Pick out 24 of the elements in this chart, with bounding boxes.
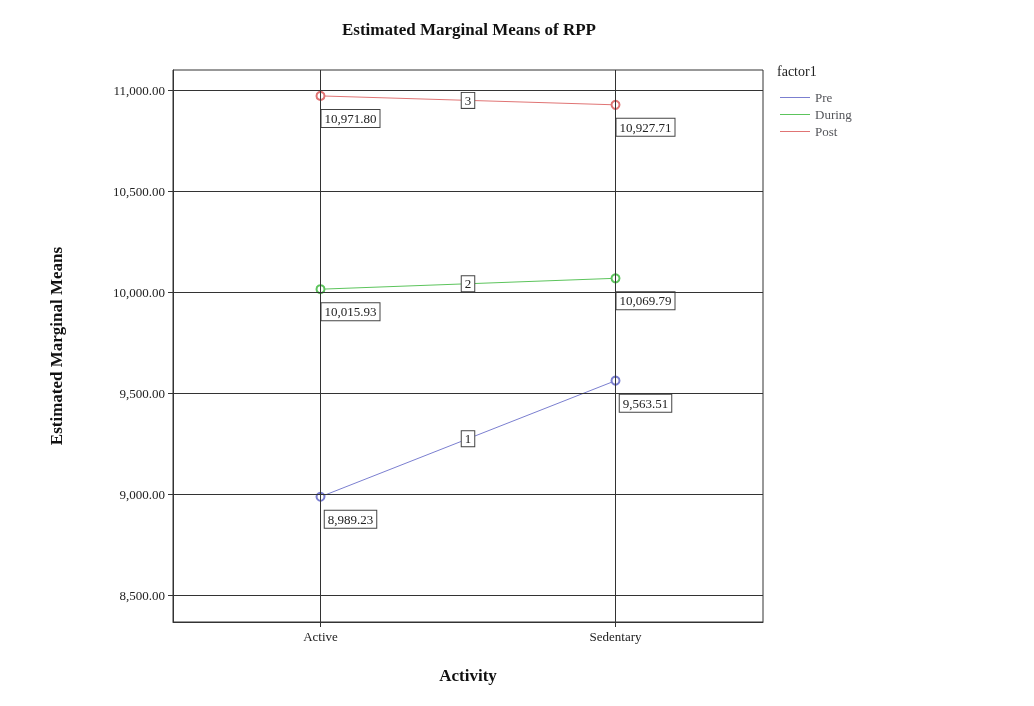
y-tick-label: 10,000.00 [113,284,165,300]
data-label: 9,563.51 [622,395,669,411]
annotation: 2 [464,276,472,292]
x-axis-title: Activity [439,666,498,685]
data-label: 10,015.93 [324,304,377,320]
legend-title: factor1 [777,63,817,79]
annotation: 1 [464,431,472,447]
legend-label: During [815,107,853,122]
data-label: 8,989.23 [327,511,374,527]
legend-label: Pre [815,90,833,105]
data-label: 10,971.80 [324,110,377,126]
x-tick-label: Sedentary [589,629,642,644]
y-tick-label: 8,500.00 [119,588,165,604]
data-label: 10,927.71 [619,119,672,135]
y-axis-title: Estimated Marginal Means [47,246,66,446]
data-label: 10,069.79 [619,293,672,309]
x-tick-label: Active [303,629,339,644]
annotation: 3 [464,92,472,108]
y-tick-label: 11,000.00 [113,82,165,98]
y-tick-label: 9,000.00 [119,487,165,503]
y-tick-label: 9,500.00 [119,386,165,402]
legend-label: Post [815,124,838,139]
y-tick-label: 10,500.00 [113,183,165,199]
chart-title: Estimated Marginal Means of RPP [341,20,597,39]
